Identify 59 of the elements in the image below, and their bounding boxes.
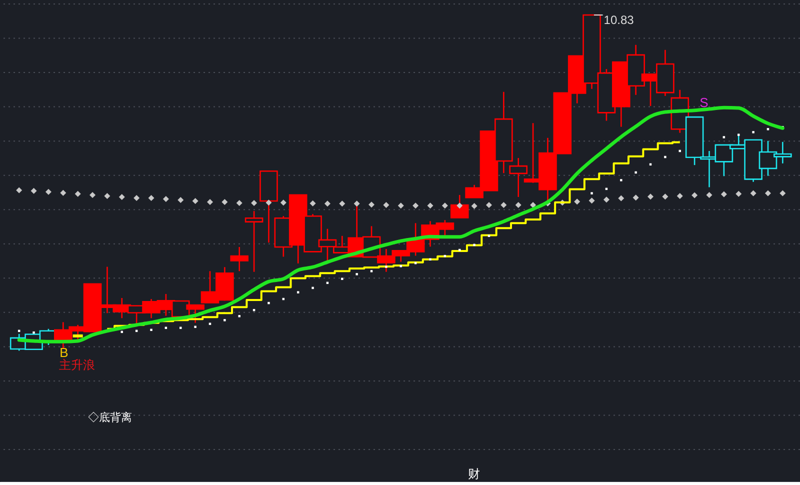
point [632,194,639,201]
point [206,198,213,205]
point [486,202,492,208]
point [500,202,507,208]
candlestick [450,194,469,218]
annotation: B [60,345,68,360]
point [324,200,330,207]
point [764,190,771,196]
point [720,191,727,198]
point [45,188,52,195]
point [442,202,448,209]
point [676,192,683,199]
point [90,192,96,198]
text: ◇底背离 [88,411,132,424]
point [104,192,110,199]
point [251,200,258,206]
point [471,203,478,210]
text: 主升浪 [59,358,95,372]
candlestick [230,246,249,272]
point [222,198,228,205]
annotation: 10.83 [604,13,634,28]
candlestick [244,210,264,272]
point [456,202,463,209]
point [750,190,756,196]
point [780,190,786,196]
point [368,202,375,208]
text: 财 [468,467,480,481]
point [74,190,81,197]
point [162,196,169,202]
point [692,192,698,198]
point [618,195,624,202]
point [236,200,242,206]
annotation: S [700,95,709,110]
point [383,202,390,208]
point [30,188,37,194]
point [398,202,404,209]
point [427,202,434,209]
point [310,200,316,206]
point [588,198,595,204]
point [515,202,522,208]
point [574,198,580,205]
point [60,190,66,196]
point [16,187,22,194]
point [662,194,668,200]
point [736,190,742,197]
point [134,194,140,201]
point [148,194,154,201]
candlestick [509,157,528,198]
point [280,200,286,206]
point [192,198,198,204]
point [603,196,610,203]
point [412,202,419,209]
point [266,200,272,206]
point [118,194,125,200]
point [178,196,184,203]
point [706,192,712,198]
point [354,200,360,207]
point [648,194,654,200]
point [339,200,346,207]
